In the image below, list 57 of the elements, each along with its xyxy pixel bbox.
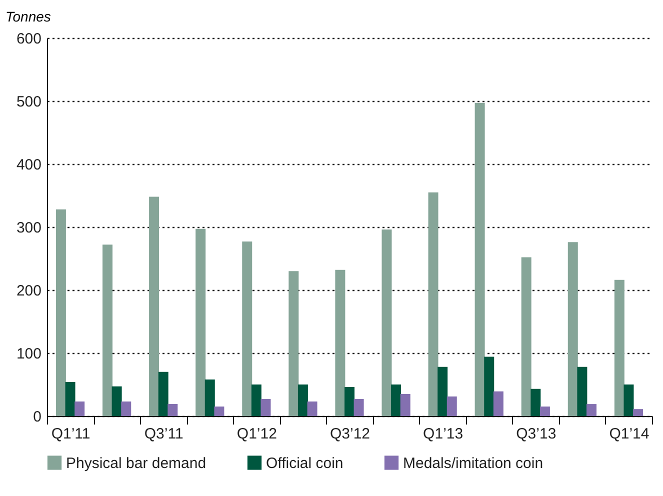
bar [149, 196, 160, 416]
x-tick-label: Q3’12 [330, 426, 370, 442]
x-tick-label: Q3’13 [516, 426, 556, 442]
bar [251, 384, 262, 416]
bar [540, 406, 550, 416]
x-tick-label: Q1’12 [236, 426, 277, 442]
bar [474, 102, 485, 416]
y-tick-label: 300 [16, 220, 42, 236]
x-tick-label: Q1’11 [51, 426, 90, 442]
y-axis-title: Tonnes [6, 8, 51, 24]
bar [168, 404, 178, 416]
y-tick-label: 400 [16, 156, 42, 174]
bar [391, 384, 402, 416]
bar [382, 230, 392, 416]
bar [260, 398, 271, 416]
bar [65, 382, 76, 416]
bar [74, 402, 85, 416]
bar [493, 391, 504, 416]
bar [438, 366, 448, 416]
bar [568, 242, 578, 416]
bar [577, 366, 588, 416]
y-tick-label: 500 [16, 94, 42, 110]
bar [624, 384, 634, 416]
bar [400, 394, 410, 416]
bar [633, 409, 644, 416]
bar [121, 402, 132, 416]
bar [530, 388, 541, 416]
bar [102, 244, 112, 416]
x-tick-label: Q3’11 [144, 426, 184, 442]
bar [298, 384, 308, 416]
bar [307, 402, 318, 416]
bar [56, 209, 66, 416]
x-tick-label: Q1’14 [609, 426, 650, 442]
bar [428, 192, 438, 416]
bar [112, 386, 122, 416]
bar [242, 241, 252, 416]
bar [344, 387, 354, 416]
bar [158, 372, 168, 416]
y-tick-label: 100 [16, 346, 42, 362]
bar [446, 396, 457, 416]
y-tick-label: 0 [33, 408, 42, 426]
bar [484, 356, 494, 416]
bar [204, 379, 215, 416]
bar [196, 228, 206, 416]
bar [214, 406, 224, 416]
bar [335, 270, 346, 416]
bar [288, 271, 299, 416]
bar [354, 398, 364, 416]
bar [521, 257, 532, 416]
legend-label: Medals/imitation coin [403, 454, 544, 472]
y-tick-label: 600 [16, 30, 42, 48]
x-tick-label: Q1’13 [423, 426, 464, 442]
legend-label: Physical bar demand [66, 454, 206, 472]
y-tick-label: 200 [16, 282, 42, 300]
bar [614, 280, 624, 416]
legend-label: Official coin [266, 454, 344, 472]
bar [586, 404, 596, 416]
